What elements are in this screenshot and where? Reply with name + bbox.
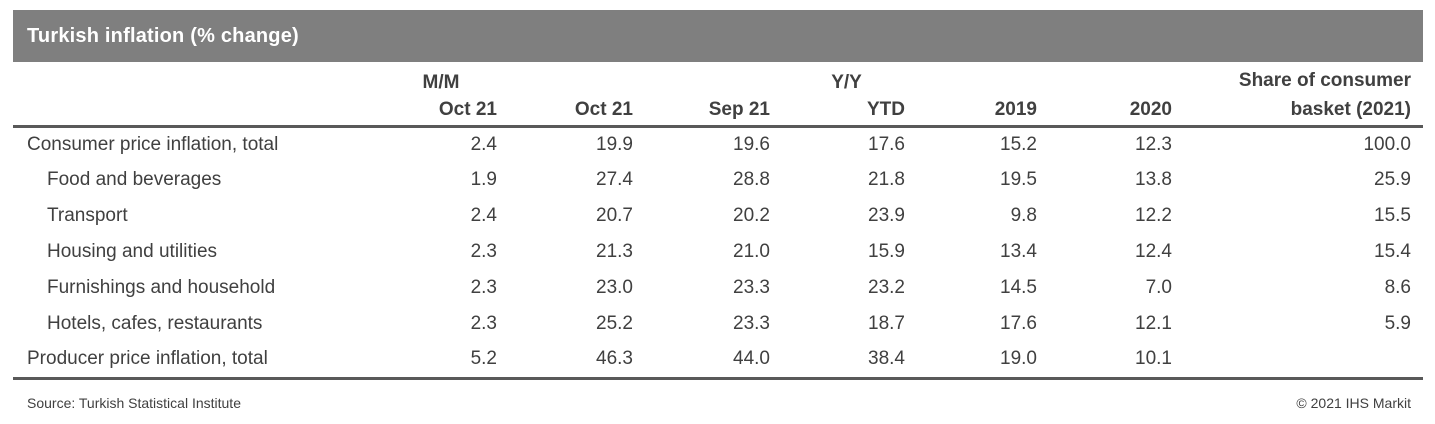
cell-value: 5.2: [470, 348, 497, 370]
cell-value: 15.5: [1374, 205, 1411, 226]
row-label: Furnishings and household: [47, 277, 276, 298]
col-group-mm: M/M: [422, 72, 460, 93]
cell-value: 9.8: [1010, 205, 1037, 226]
cell-value: 15.2: [1000, 133, 1037, 155]
col-group-yy: Y/Y: [831, 72, 862, 93]
cell-value: 19.9: [596, 133, 633, 155]
cell-value: 18.7: [868, 313, 905, 334]
column-header: Sep 21: [708, 98, 770, 120]
cell-value: 17.6: [1000, 313, 1037, 334]
cell-value: 27.4: [596, 169, 633, 190]
figure-footer: Source: Turkish Statistical Institute © …: [27, 395, 1411, 411]
cell-value: 12.2: [1135, 205, 1172, 226]
empty-corner-cell: [13, 95, 373, 126]
table-row: Hotels, cafes, restaurants 2.3 25.2 23.3 18.…: [13, 306, 1423, 342]
row-label: Transport: [47, 205, 128, 226]
table-title-bar: Turkish inflation (% change): [13, 10, 1423, 62]
column-header: YTD: [867, 98, 905, 120]
cell-value: 25.2: [596, 313, 633, 334]
source-note: Source: Turkish Statistical Institute: [27, 394, 241, 411]
share-header-line2: basket (2021): [1290, 98, 1411, 120]
table-row: Furnishings and household 2.3 23.0 23.3 23.2…: [13, 270, 1423, 306]
cell-value: 100.0: [1363, 133, 1411, 155]
cell-value: 19.0: [1000, 348, 1037, 370]
table-row: Consumer price inflation, total 2.4 19.9 19…: [13, 126, 1423, 162]
cell-value: 20.7: [596, 205, 633, 226]
col-header-share: Share of consumer basket (2021): [1184, 62, 1423, 126]
inflation-table: M/M Y/Y Share of consumer basket (2021) …: [13, 62, 1423, 380]
copyright-note: © 2021 IHS Markit: [1296, 394, 1411, 411]
column-header: Oct 21: [438, 98, 497, 120]
row-label: Housing and utilities: [47, 241, 218, 262]
cell-value: 2.4: [470, 133, 497, 155]
cell-value: 19.5: [1000, 169, 1037, 190]
cell-value: 23.3: [733, 277, 770, 298]
cell-value: 10.1: [1135, 348, 1172, 370]
cell-value: 20.2: [733, 205, 770, 226]
cell-value: 38.4: [868, 348, 905, 370]
cell-value: 13.4: [1000, 241, 1037, 262]
cell-value: 2.3: [470, 313, 497, 334]
column-header: 2020: [1129, 98, 1172, 120]
cell-value: 2.3: [470, 277, 497, 298]
cell-value: 23.9: [868, 205, 905, 226]
cell-value: 8.6: [1384, 277, 1411, 298]
table-header: M/M Y/Y Share of consumer basket (2021) …: [13, 62, 1423, 126]
cell-value: 21.0: [733, 241, 770, 262]
cell-value: 25.9: [1374, 169, 1411, 190]
group-header-row: M/M Y/Y Share of consumer basket (2021): [13, 62, 1423, 120]
cell-value: 13.8: [1135, 169, 1172, 190]
cell-value: 44.0: [733, 348, 770, 370]
table-row: Food and beverages 1.9 27.4 28.8 21.8 19.5 13.…: [13, 162, 1423, 198]
cell-value: 15.9: [868, 241, 905, 262]
cell-value: 2.4: [470, 205, 497, 226]
column-header-row: Oct 21 Oct 21 Sep 21 YTD 2019 2020: [13, 95, 1423, 126]
cell-value: 15.4: [1374, 241, 1411, 262]
cell-value: 23.0: [596, 277, 633, 298]
cell-value: 2.3: [470, 241, 497, 262]
cell-value: 21.3: [596, 241, 633, 262]
cell-value: 46.3: [596, 348, 633, 370]
table-row: Housing and utilities 2.3 21.3 21.0 15.9 13.4…: [13, 234, 1423, 270]
column-header: Oct 21: [574, 98, 633, 120]
column-header: 2019: [994, 98, 1037, 120]
cell-value: 12.3: [1135, 133, 1172, 155]
table-title: Turkish inflation (% change): [27, 24, 299, 47]
table-body: Consumer price inflation, total 2.4 19.9 19…: [13, 126, 1423, 378]
cell-value: 17.6: [868, 133, 905, 155]
table-row: Transport 2.4 20.7 20.2 23.9 9.8 12.2 15.5: [13, 198, 1423, 234]
empty-corner-cell: [13, 62, 373, 95]
row-label: Producer price inflation, total: [27, 348, 268, 370]
row-label: Food and beverages: [47, 169, 222, 190]
cell-value: 7.0: [1145, 277, 1172, 298]
table-row: Producer price inflation, total 5.2 46.3 44…: [13, 342, 1423, 378]
cell-value: 23.2: [868, 277, 905, 298]
cell-value: 23.3: [733, 313, 770, 334]
cell-value: 12.4: [1135, 241, 1172, 262]
share-header-line1: Share of consumer: [1238, 69, 1411, 91]
cell-value: 19.6: [733, 133, 770, 155]
cell-value: 21.8: [868, 169, 905, 190]
cell-value: 12.1: [1135, 313, 1172, 334]
cell-value: [1184, 342, 1423, 378]
cell-value: 5.9: [1384, 313, 1411, 334]
cell-value: 1.9: [470, 169, 497, 190]
cell-value: 14.5: [1000, 277, 1037, 298]
row-label: Hotels, cafes, restaurants: [47, 313, 263, 334]
row-label: Consumer price inflation, total: [27, 133, 279, 155]
cell-value: 28.8: [733, 169, 770, 190]
